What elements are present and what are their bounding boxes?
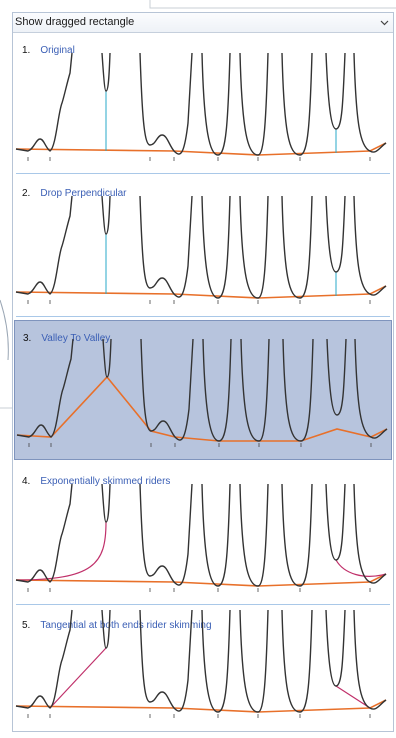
chevron-down-icon[interactable] <box>380 18 389 27</box>
signal-trace <box>15 195 387 299</box>
item-divider <box>16 173 390 174</box>
signal-trace <box>16 338 388 442</box>
item-label: 2. Drop Perpendicular <box>22 188 127 199</box>
item-label: 5. Tangential at both ends rider skimming <box>22 620 212 631</box>
chromatogram-plot <box>15 52 387 161</box>
list-item-exponential-skim[interactable]: 4. Exponentially skimmed riders <box>14 464 392 605</box>
item-divider <box>16 316 390 317</box>
list-item-original[interactable]: 1. Original <box>14 33 392 174</box>
signal-trace <box>15 52 387 156</box>
list-item-drop-perpendicular[interactable]: 2. Drop Perpendicular <box>14 176 392 317</box>
item-label: 1. Original <box>22 45 75 56</box>
signal-trace <box>15 483 387 587</box>
baseline-line <box>15 142 387 156</box>
list-item-tangential-skim[interactable]: 5. Tangential at both ends rider skimming <box>14 608 392 730</box>
list-item-valley-to-valley[interactable]: 3. Valley To Valley <box>14 320 392 460</box>
baseline-method-list: 1. Original 2. Drop Perpendicular 3. Valley… <box>13 33 393 731</box>
view-mode-dropdown[interactable]: Show dragged rectangle <box>13 13 393 33</box>
signal-trace <box>15 609 387 713</box>
chromatogram-plot <box>16 338 388 447</box>
item-label: 4. Exponentially skimmed riders <box>22 476 171 487</box>
baseline-line <box>15 285 387 299</box>
skim-line <box>335 685 371 709</box>
skim-line <box>49 647 107 709</box>
chromatogram-plot <box>15 195 387 304</box>
baseline-line <box>15 699 387 713</box>
item-label: 3. Valley To Valley <box>23 333 111 344</box>
dropdown-value: Show dragged rectangle <box>15 16 135 28</box>
chromatogram-plot <box>15 609 387 718</box>
skim-curve <box>335 559 387 577</box>
item-divider <box>16 604 390 605</box>
chromatogram-plot <box>15 483 387 592</box>
baseline-line <box>15 573 387 587</box>
skim-curve <box>15 521 107 581</box>
chromatogram-panel: Show dragged rectangle 1. Original 2. Drop… <box>12 12 394 732</box>
baseline-line <box>16 375 388 442</box>
